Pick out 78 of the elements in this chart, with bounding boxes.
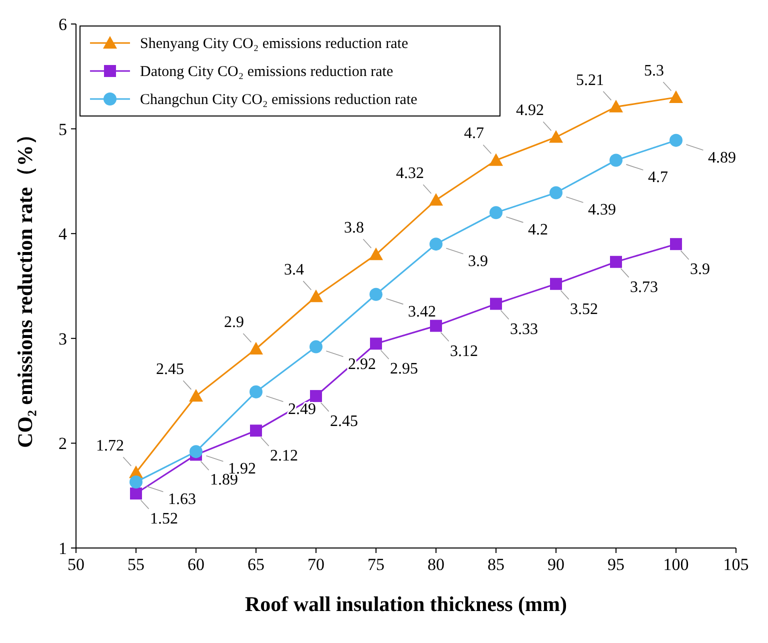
x-tick-label: 55	[128, 555, 144, 574]
y-tick-label: 3	[58, 329, 67, 348]
y-axis-title: CO₂ emissions reduction rate（%）	[13, 124, 37, 448]
point	[670, 134, 682, 147]
data-label: 4.7	[648, 169, 668, 186]
data-label: 4.89	[708, 149, 736, 166]
data-label: 3.4	[284, 261, 304, 278]
x-tick-label: 75	[368, 555, 384, 574]
data-label: 4.92	[516, 102, 544, 120]
point	[609, 100, 623, 112]
point	[670, 238, 682, 250]
x-tick-label: 65	[248, 555, 264, 574]
x-axis-title: Roof wall insulation thickness (mm)	[244, 592, 568, 616]
data-label: 5.21	[576, 72, 604, 89]
y-tick-label: 2	[58, 434, 67, 454]
data-label: 3.9	[690, 261, 710, 278]
x-tick-label: 50	[68, 555, 84, 574]
point	[490, 298, 502, 310]
data-label: 3.42	[408, 303, 436, 320]
x-tick-label: 105	[723, 555, 749, 574]
data-label: 2.49	[288, 400, 316, 418]
data-label: 3.12	[450, 342, 478, 360]
data-label: 2.45	[156, 361, 184, 378]
data-label: 2.9	[224, 314, 244, 331]
x-tick-label: 85	[488, 555, 504, 574]
data-label: 4.2	[528, 222, 548, 239]
x-tick-label: 95	[608, 555, 624, 574]
y-tick-label: 5	[58, 120, 67, 139]
y-tick-label: 6	[58, 15, 67, 34]
point	[250, 424, 262, 437]
data-label: 3.33	[510, 320, 538, 338]
data-label: 3.73	[630, 278, 658, 296]
data-label: 3.8	[344, 220, 364, 237]
point	[550, 186, 562, 200]
point	[130, 488, 142, 500]
point	[249, 342, 263, 354]
data-label: 3.9	[468, 253, 488, 270]
y-tick-label: 1	[58, 539, 67, 558]
x-tick-label: 70	[308, 555, 324, 574]
point	[370, 338, 382, 350]
data-label: 2.45	[330, 413, 358, 430]
point	[549, 130, 563, 143]
data-label: 4.32	[396, 165, 424, 182]
point	[490, 206, 502, 220]
data-label: 4.7	[464, 125, 484, 142]
x-tick-label: 100	[663, 555, 689, 574]
point	[130, 475, 142, 488]
data-label: 1.52	[150, 510, 178, 528]
legend-label: Changchun City CO₂ emissions reduction rate	[140, 92, 418, 108]
data-label: 3.52	[570, 300, 598, 318]
point	[610, 256, 622, 268]
point	[190, 445, 202, 458]
data-label: 2.95	[390, 360, 418, 378]
point	[189, 389, 203, 402]
legend-label: Datong City CO₂ emissions reduction rate	[140, 64, 394, 80]
point	[550, 278, 562, 290]
point	[430, 238, 442, 251]
point	[310, 390, 322, 402]
data-label: 5.3	[644, 62, 664, 80]
y-tick-label: 4	[58, 224, 68, 244]
point	[610, 154, 622, 167]
data-label: 4.39	[588, 202, 616, 219]
data-label: 1.72	[96, 438, 124, 455]
data-label: 2.12	[270, 448, 298, 465]
x-tick-label: 80	[428, 555, 444, 574]
x-tick-label: 60	[188, 555, 204, 574]
point	[370, 288, 382, 301]
point	[369, 248, 383, 260]
point	[309, 289, 323, 302]
point	[430, 320, 442, 332]
data-label: 1.63	[168, 490, 196, 508]
legend-label: Shenyang City CO₂ emissions reduction rate	[140, 36, 408, 52]
x-tick-label: 90	[548, 555, 564, 574]
point	[489, 153, 503, 166]
point	[669, 90, 683, 103]
point	[429, 193, 443, 206]
point	[250, 385, 262, 398]
point	[310, 340, 322, 354]
